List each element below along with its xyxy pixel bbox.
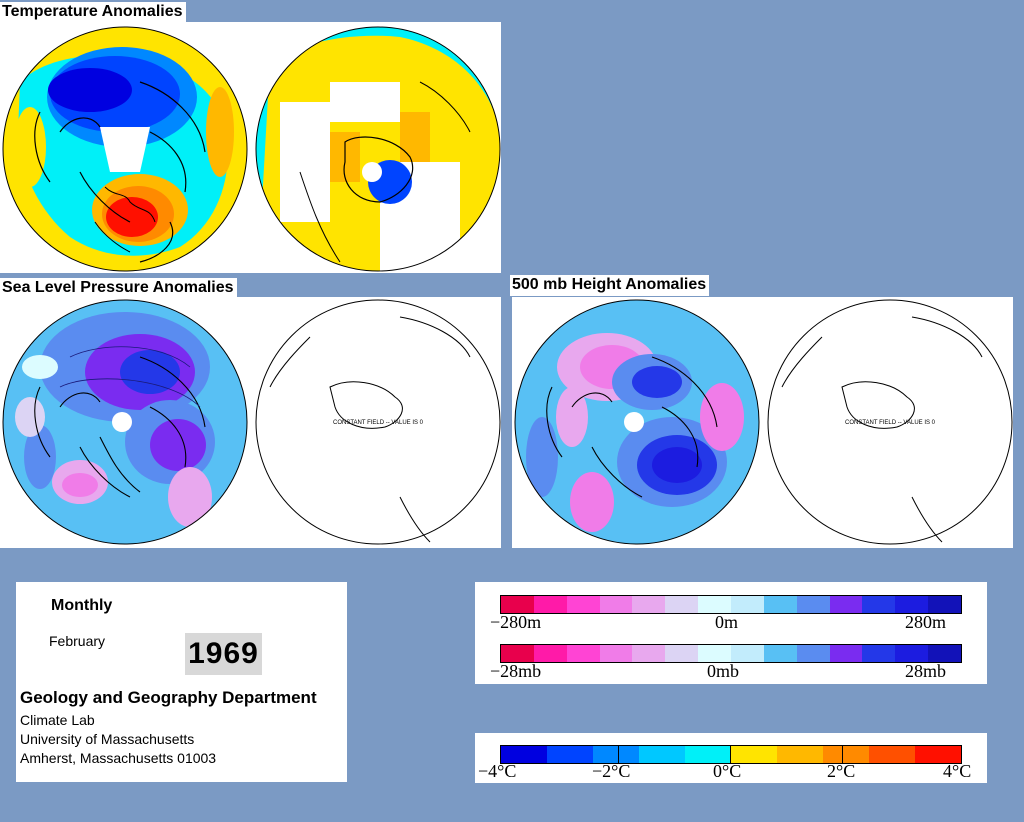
temperature-anomalies-title: Temperature Anomalies	[0, 2, 186, 23]
color-swatch	[566, 645, 600, 662]
color-swatch	[823, 746, 869, 763]
color-swatch	[763, 596, 797, 613]
color-swatch	[862, 596, 896, 613]
temperature-legend-plus2: 2°C	[827, 761, 856, 781]
color-swatch	[796, 596, 830, 613]
address-label: Amherst, Massachusetts 01003	[20, 750, 217, 766]
color-swatch	[796, 645, 830, 662]
color-swatch	[593, 746, 639, 763]
color-swatch	[599, 645, 633, 662]
temperature-legend-zero: 0°C	[713, 761, 742, 781]
height-color-bar	[500, 595, 962, 614]
height-pressure-legend: −280m 0m 280m −28mb 0mb 28mb	[475, 582, 987, 684]
color-swatch	[533, 596, 567, 613]
color-swatch	[501, 596, 534, 613]
temperature-color-bar	[500, 745, 962, 764]
color-swatch	[599, 596, 633, 613]
color-swatch	[763, 645, 797, 662]
color-swatch	[829, 645, 863, 662]
color-swatch	[895, 596, 929, 613]
temperature-legend-minus4: −4°C	[478, 761, 517, 781]
temperature-legend-minus2: −2°C	[592, 761, 631, 781]
pressure-legend-min: −28mb	[490, 661, 542, 681]
height500-south-hemisphere-map	[767, 299, 1013, 545]
slp-north-hemisphere-map	[3, 300, 247, 544]
color-swatch	[566, 596, 600, 613]
height500-map-panel: CONSTANT FIELD -- VALUE IS 0	[512, 297, 1013, 548]
slp-south-hemisphere-map	[255, 299, 501, 545]
pressure-color-bar	[500, 644, 962, 663]
height500-south-constant-note: CONSTANT FIELD -- VALUE IS 0	[845, 420, 936, 426]
color-swatch	[665, 645, 699, 662]
year-label: 1969	[185, 633, 262, 675]
height-legend-min: −280m	[490, 612, 542, 632]
color-swatch	[928, 596, 962, 613]
color-swatch	[632, 596, 666, 613]
color-swatch	[685, 746, 731, 763]
color-swatch	[632, 645, 666, 662]
info-box: Monthly February 1969 Geology and Geogra…	[16, 582, 347, 782]
period-label: Monthly	[51, 597, 113, 614]
temperature-south-hemisphere-map	[256, 27, 500, 271]
color-swatch	[501, 746, 547, 763]
color-swatch	[829, 596, 863, 613]
height-legend-max: 280m	[905, 612, 947, 632]
color-swatch	[639, 746, 685, 763]
color-swatch	[547, 746, 593, 763]
temperature-legend: −4°C −2°C 0°C 2°C 4°C	[475, 733, 987, 783]
temperature-legend-plus4: 4°C	[943, 761, 972, 781]
slp-map-panel: CONSTANT FIELD -- VALUE IS 0	[0, 297, 501, 548]
slp-anomalies-title: Sea Level Pressure Anomalies	[0, 278, 237, 299]
color-swatch	[698, 596, 732, 613]
height-legend-mid: 0m	[715, 612, 739, 632]
university-label: University of Massachusetts	[20, 731, 195, 747]
color-swatch	[862, 645, 896, 662]
color-swatch	[928, 645, 962, 662]
color-swatch	[777, 746, 823, 763]
color-swatch	[895, 645, 929, 662]
slp-south-constant-note: CONSTANT FIELD -- VALUE IS 0	[333, 420, 424, 426]
color-swatch	[501, 645, 534, 662]
color-swatch	[698, 645, 732, 662]
color-swatch	[731, 596, 764, 613]
color-swatch	[665, 596, 699, 613]
color-swatch	[533, 645, 567, 662]
pressure-legend-mid: 0mb	[707, 661, 740, 681]
temperature-map-panel	[0, 22, 501, 273]
height500-north-hemisphere-map	[515, 300, 759, 544]
color-swatch	[915, 746, 961, 763]
color-swatch	[731, 645, 764, 662]
color-swatch	[731, 746, 777, 763]
temperature-north-hemisphere-map	[3, 27, 247, 271]
lab-label: Climate Lab	[20, 712, 95, 728]
pressure-legend-max: 28mb	[905, 661, 947, 681]
color-swatch	[869, 746, 915, 763]
month-label: February	[49, 633, 106, 649]
department-label: Geology and Geography Department	[20, 688, 317, 707]
height500-anomalies-title: 500 mb Height Anomalies	[510, 275, 710, 296]
